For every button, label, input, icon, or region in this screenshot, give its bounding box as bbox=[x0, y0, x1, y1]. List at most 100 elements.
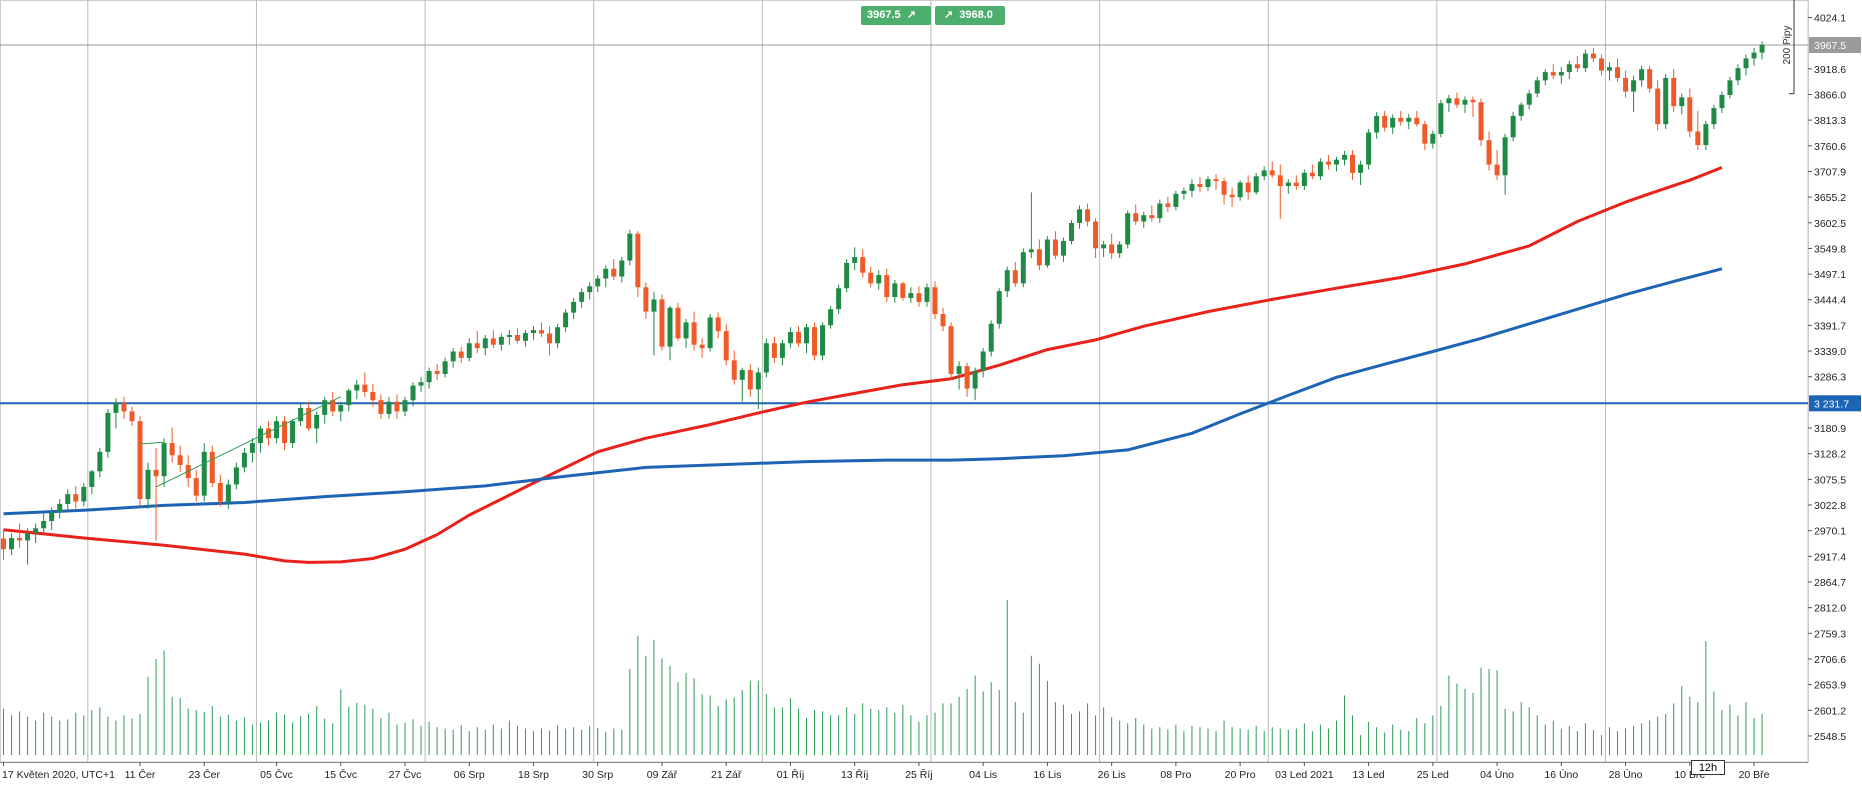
candle bbox=[988, 320, 994, 357]
candle-body bbox=[884, 275, 890, 298]
time-axis[interactable]: 17 Květen 2020, UTC+1 11 Čer 23 Čer 05 Čvc 1… bbox=[0, 762, 1808, 786]
candle bbox=[868, 266, 874, 288]
candle bbox=[611, 259, 617, 280]
candle bbox=[466, 338, 472, 362]
candle-body bbox=[410, 385, 416, 401]
candle-body bbox=[217, 483, 223, 502]
candle-body bbox=[932, 287, 938, 315]
candle bbox=[731, 350, 737, 385]
candle-body bbox=[1221, 181, 1227, 195]
candle bbox=[113, 398, 119, 429]
candle bbox=[1647, 65, 1653, 93]
buy-price: 3968.0 bbox=[959, 9, 993, 21]
timeframe-badge[interactable]: 12h bbox=[1691, 760, 1725, 775]
time-tick-label: 28 Úno bbox=[1609, 768, 1643, 781]
trend-lines[interactable] bbox=[139, 396, 341, 488]
buy-quote-button[interactable]: ↗ 3968.0 bbox=[935, 6, 1005, 25]
candle bbox=[73, 485, 79, 509]
candle-body bbox=[314, 414, 320, 429]
candle-body bbox=[73, 494, 79, 502]
horizontal-level-line[interactable] bbox=[0, 44, 1808, 405]
candle bbox=[1446, 94, 1452, 112]
candle bbox=[442, 357, 448, 378]
trend-line[interactable] bbox=[155, 396, 341, 488]
candle-body bbox=[571, 301, 577, 313]
candle bbox=[1117, 241, 1123, 259]
trend-line[interactable] bbox=[139, 441, 165, 445]
candle-body bbox=[948, 326, 954, 374]
candle bbox=[1454, 92, 1460, 109]
price-tick-label: 3444.4 bbox=[1814, 295, 1846, 307]
candle bbox=[651, 292, 657, 356]
candle bbox=[450, 348, 456, 368]
candle bbox=[563, 309, 569, 333]
candle bbox=[1205, 176, 1211, 191]
candle bbox=[627, 229, 633, 266]
candle-body bbox=[707, 317, 713, 349]
candle bbox=[233, 462, 239, 490]
candle bbox=[1735, 64, 1741, 86]
candle bbox=[9, 533, 15, 556]
candle bbox=[1687, 88, 1693, 138]
price-axis[interactable]: 4024.1 3918.6 3866.0 3813.3 3760.6 3707.9 3655… bbox=[1782, 0, 1862, 762]
candle-body bbox=[153, 469, 159, 477]
candle bbox=[1173, 190, 1179, 211]
candle bbox=[1518, 102, 1524, 121]
price-tick-label: 2601.2 bbox=[1814, 705, 1846, 717]
candle-body bbox=[418, 382, 424, 386]
candle bbox=[354, 379, 360, 400]
candle bbox=[1101, 241, 1107, 258]
candle bbox=[482, 334, 488, 356]
candle-body bbox=[1342, 154, 1348, 160]
candle-body bbox=[1743, 58, 1749, 69]
candle-body bbox=[1317, 161, 1323, 177]
candle-body bbox=[402, 400, 408, 412]
candle bbox=[763, 338, 769, 378]
candle-body bbox=[1494, 164, 1500, 176]
candle-body bbox=[828, 309, 834, 326]
candle-body bbox=[787, 332, 793, 344]
candle bbox=[924, 283, 930, 307]
candle-body bbox=[514, 334, 520, 341]
candle-body bbox=[1012, 270, 1018, 284]
candle-body bbox=[466, 343, 472, 358]
candle-body bbox=[643, 287, 649, 312]
time-tick-label: 27 Čvc bbox=[389, 768, 422, 781]
candle bbox=[836, 284, 842, 315]
candle bbox=[1759, 41, 1765, 60]
candle-body bbox=[1181, 190, 1187, 194]
time-tick-label: 04 Lis bbox=[969, 769, 997, 781]
candle-body bbox=[1590, 53, 1596, 59]
candle bbox=[539, 322, 545, 337]
candle-body bbox=[940, 314, 946, 327]
candle bbox=[1020, 248, 1026, 288]
time-tick-label: 08 Pro bbox=[1160, 769, 1191, 781]
level-price-tag bbox=[1809, 395, 1861, 412]
time-axis-bg bbox=[0, 762, 1808, 786]
candle-body bbox=[1358, 164, 1364, 173]
candle bbox=[1189, 179, 1195, 198]
candle bbox=[1534, 76, 1540, 98]
candle-body bbox=[1157, 203, 1163, 219]
price-tick-label: 3391.7 bbox=[1814, 320, 1846, 332]
candle-body bbox=[1502, 137, 1508, 176]
candle-body bbox=[1173, 193, 1179, 207]
candle-body bbox=[924, 287, 930, 302]
candle bbox=[1052, 231, 1058, 260]
candle bbox=[675, 302, 681, 341]
candle-body bbox=[346, 390, 352, 406]
candle bbox=[916, 286, 922, 307]
candle-body bbox=[1277, 175, 1283, 186]
candle bbox=[1566, 60, 1572, 79]
candle-body bbox=[1566, 64, 1572, 73]
candle bbox=[1398, 111, 1404, 126]
candle bbox=[1462, 96, 1468, 113]
time-tick-label: 09 Zář bbox=[647, 769, 678, 781]
candle bbox=[900, 281, 906, 301]
candle-body bbox=[1478, 102, 1484, 141]
sell-quote-button[interactable]: 3967.5 ↗ bbox=[861, 6, 931, 25]
candle bbox=[707, 314, 713, 352]
candle-body bbox=[916, 293, 922, 302]
